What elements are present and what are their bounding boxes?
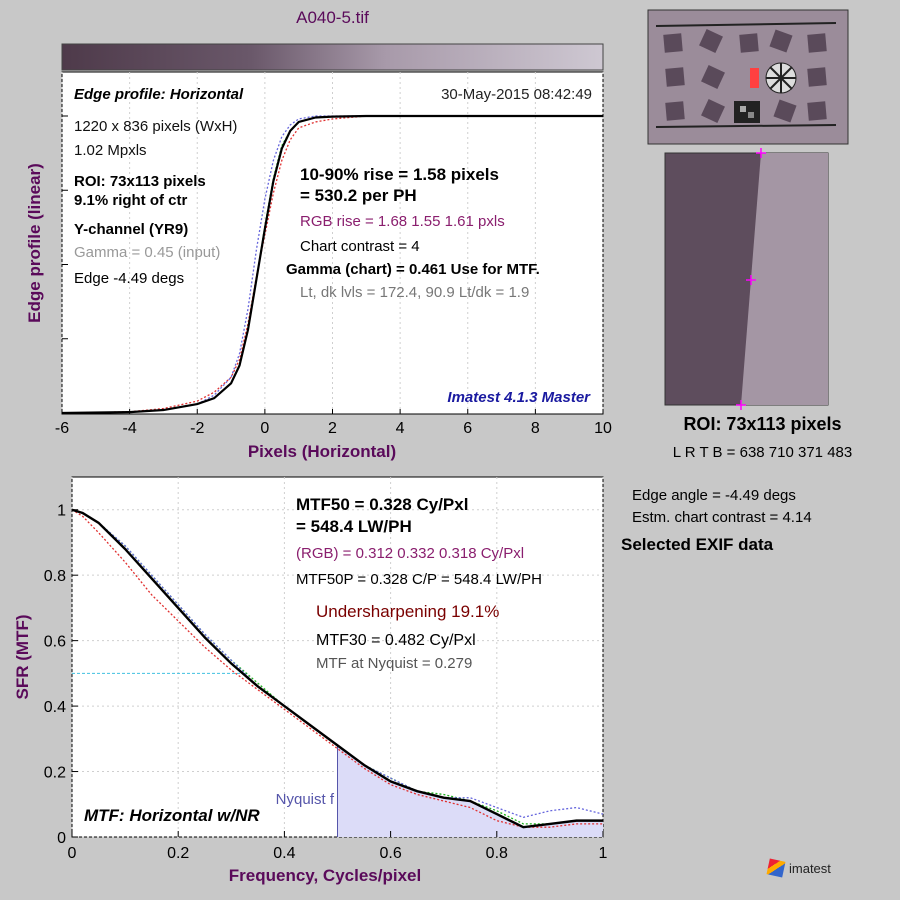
- imatest-logo-text: imatest: [789, 860, 831, 876]
- nyquist-label: Nyquist f: [276, 791, 335, 808]
- edge-grid: [61, 72, 604, 414]
- info-line: MTF30 = 0.482 Cy/Pxl: [316, 632, 476, 649]
- info-line: = 548.4 LW/PH: [296, 517, 412, 536]
- edge-series-group: [61, 114, 603, 415]
- roi-caption: ROI: 73x113 pixels: [683, 414, 842, 434]
- info-line: Gamma (chart) = 0.461 Use for MTF.: [286, 261, 540, 278]
- info-line: Edge -4.49 degs: [74, 270, 184, 287]
- mtf-x-tick-label: 1: [599, 845, 608, 862]
- imatest-logo: imatest: [766, 858, 831, 878]
- info-line: 1220 x 836 pixels (WxH): [74, 118, 237, 135]
- info-line: = 530.2 per PH: [300, 186, 417, 205]
- mtf-y-tick-label: 0.8: [44, 568, 66, 585]
- info-line: MTF50P = 0.328 C/P = 548.4 LW/PH: [296, 571, 542, 588]
- info-line: 9.1% right of ctr: [74, 192, 188, 209]
- mtf-y-tick-label: 0: [57, 830, 66, 847]
- edge-x-tick-label: -6: [55, 420, 69, 437]
- mtf-chart: 0 0.2 0.4 0.6 0.8 1 00.20.40.60.81 SFR (MTF) …: [13, 476, 608, 885]
- nyquist-shaded-area: [337, 745, 603, 837]
- edge-angle-text: Edge angle = -4.49 degs: [632, 487, 796, 504]
- edge-x-tick-label: -4: [123, 420, 137, 437]
- edge-series-line: [61, 114, 603, 415]
- edge-x-tick-label: 4: [396, 420, 405, 437]
- mtf-panel-title: MTF: Horizontal w/NR: [84, 806, 260, 825]
- mtf-y-tick-label: 0.4: [44, 699, 66, 716]
- info-line: Lt, dk lvls = 172.4, 90.9 Lt/dk = 1.9: [300, 284, 529, 301]
- mtf-y-tick-label: 1: [57, 503, 66, 520]
- mtf-series-line: [71, 509, 603, 828]
- mtf-x-tick-label: 0.6: [379, 845, 401, 862]
- mtf-x-axis-label: Frequency, Cycles/pixel: [229, 866, 421, 885]
- info-line: MTF50 = 0.328 Cy/Pxl: [296, 495, 468, 514]
- mtf-series-line: [71, 508, 603, 829]
- info-line: MTF at Nyquist = 0.279: [316, 655, 472, 672]
- mtf-series-group: [71, 508, 604, 829]
- mtf-x-tick-label: 0.4: [273, 845, 295, 862]
- mtf-x-ticks: 0 0.2 0.4 0.6 0.8 1: [68, 831, 608, 862]
- edge-x-ticks: -6 -4 -2 0 2 4 6 8 10: [55, 409, 612, 437]
- mtf-y-axis-label: SFR (MTF): [13, 615, 32, 700]
- file-title: A040-5.tif: [296, 8, 369, 27]
- edge-y-ticks: [62, 115, 68, 340]
- edge-x-axis-label: Pixels (Horizontal): [248, 442, 396, 461]
- mtf-results-block: MTF50 = 0.328 Cy/Pxl = 548.4 LW/PH (RGB) =…: [296, 495, 542, 672]
- edge-x-tick-label: 2: [328, 420, 337, 437]
- edge-x-tick-label: -2: [190, 420, 204, 437]
- info-line: 1.02 Mpxls: [74, 142, 147, 159]
- edge-x-tick-label: 10: [594, 420, 612, 437]
- edge-x-tick-label: 8: [531, 420, 540, 437]
- chart-contrast-text: Estm. chart contrast = 4.14: [632, 509, 812, 526]
- info-line: 10-90% rise = 1.58 pixels: [300, 165, 499, 184]
- info-line: Y-channel (YR9): [74, 221, 188, 238]
- edge-panel-title: Edge profile: Horizontal: [74, 86, 244, 103]
- edge-info-block: 1220 x 836 pixels (WxH) 1.02 Mpxls ROI: 73…: [74, 118, 237, 287]
- edge-gradient-strip: [61, 43, 604, 71]
- edge-x-tick-label: 6: [463, 420, 472, 437]
- info-line: ROI: 73x113 pixels: [74, 173, 206, 190]
- info-line: Gamma = 0.45 (input): [74, 244, 220, 261]
- roi-image: [664, 148, 829, 410]
- info-line: RGB rise = 1.68 1.55 1.61 pxls: [300, 213, 505, 230]
- info-line: Chart contrast = 4: [300, 238, 420, 255]
- chart-thumbnail: [647, 9, 849, 145]
- mtf-x-tick-label: 0: [68, 845, 77, 862]
- mtf-y-tick-label: 0.2: [44, 765, 66, 782]
- imatest-version: Imatest 4.1.3 Master: [447, 389, 591, 406]
- edge-y-axis-label: Edge profile (linear): [25, 163, 44, 323]
- edge-timestamp: 30-May-2015 08:42:49: [441, 86, 592, 103]
- mtf-x-tick-label: 0.2: [167, 845, 189, 862]
- info-line: Undersharpening 19.1%: [316, 602, 499, 621]
- roi-coordinates: L R T B = 638 710 371 483: [672, 444, 853, 461]
- mtf-x-tick-label: 0.8: [486, 845, 508, 862]
- mtf-y-ticks: 0 0.2 0.4 0.6 0.8 1: [44, 503, 78, 847]
- exif-heading: Selected EXIF data: [621, 535, 774, 554]
- info-line: (RGB) = 0.312 0.332 0.318 Cy/Pxl: [296, 545, 524, 562]
- imatest-logo-icon: [766, 858, 786, 878]
- edge-profile-chart: -6 -4 -2 0 2 4 6 8 10 Edge profile (linear) Pixe…: [25, 43, 612, 461]
- mtf-y-tick-label: 0.6: [44, 634, 66, 651]
- edge-x-tick-label: 0: [260, 420, 269, 437]
- edge-rise-block: 10-90% rise = 1.58 pixels = 530.2 per PH R…: [286, 165, 540, 301]
